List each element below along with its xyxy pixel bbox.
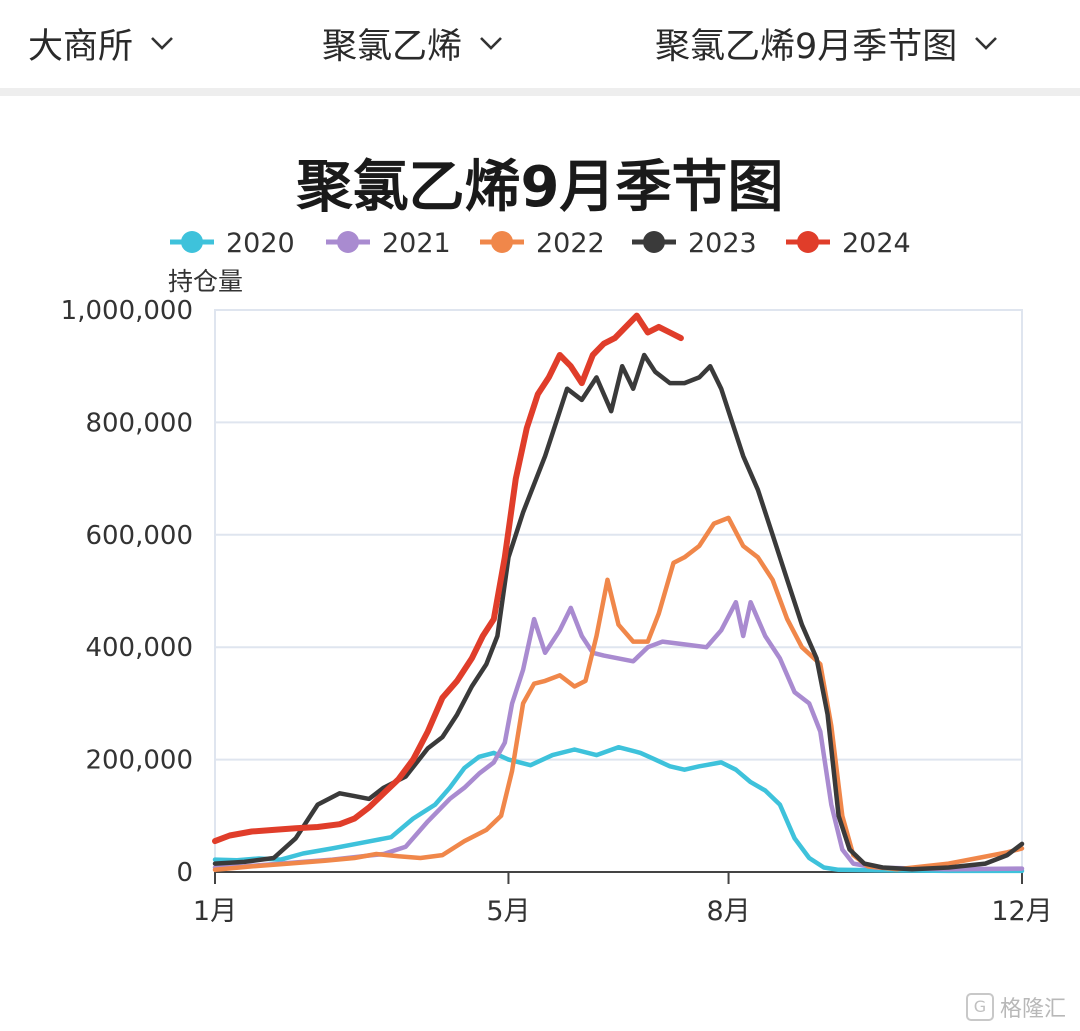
chart-type-dropdown-label: 聚氯乙烯9月季节图 (655, 26, 958, 67)
y-tick-label: 1,000,000 (61, 296, 193, 326)
y-axis-ticks: 0 200,000 400,000 600,000 800,000 1,000,000 (61, 296, 193, 888)
chart-type-dropdown[interactable]: 聚氯乙烯9月季节图 (655, 20, 1001, 67)
exchange-dropdown-label: 大商所 (28, 26, 134, 67)
series-line-2022 (212, 515, 1025, 873)
legend-swatch-dot (181, 231, 203, 253)
legend-item-2020[interactable]: 2020 (170, 228, 295, 259)
watermark-text: 格隆汇 (999, 997, 1066, 1022)
chart-series (212, 312, 1025, 874)
legend-item-2024[interactable]: 2024 (786, 228, 911, 259)
seasonal-line-chart: 聚氯乙烯9月季节图 2020 2021 2022 2023 2024 持仓量 0 200,… (61, 155, 1053, 927)
series-line-2023 (212, 352, 1025, 872)
chart-title: 聚氯乙烯9月季节图 (296, 155, 784, 220)
legend-label: 2024 (842, 228, 911, 259)
top-nav-bar: 大商所 聚氯乙烯 聚氯乙烯9月季节图 (0, 0, 1080, 88)
legend-swatch-dot (337, 231, 359, 253)
legend-label: 2020 (226, 228, 295, 259)
series-line-2020 (212, 744, 1025, 874)
watermark: G 格隆汇 (965, 991, 1066, 1023)
legend-swatch-dot (797, 231, 819, 253)
brand-logo-icon: G (965, 993, 994, 1021)
legend-label: 2023 (688, 228, 757, 259)
y-tick-label: 400,000 (85, 633, 193, 663)
legend-label: 2022 (536, 228, 605, 259)
legend-label: 2021 (382, 228, 451, 259)
x-tick-label: 8月 (706, 896, 750, 927)
series-line-2021 (212, 599, 1025, 872)
series-line-2024 (212, 312, 684, 845)
y-tick-label: 800,000 (85, 408, 193, 438)
x-axis-ticks: 1月 5月 8月 12月 (193, 872, 1053, 927)
plot-frame (214, 309, 1023, 873)
y-tick-label: 200,000 (85, 746, 193, 776)
chevron-down-icon (975, 37, 998, 50)
chart-legend: 2020 2021 2022 2023 2024 (170, 228, 911, 259)
x-tick-label: 5月 (486, 896, 530, 927)
chevron-down-icon (151, 37, 173, 50)
y-tick-label: 600,000 (85, 521, 193, 551)
product-dropdown[interactable]: 聚氯乙烯 (322, 20, 506, 67)
legend-item-2022[interactable]: 2022 (480, 228, 605, 259)
legend-item-2021[interactable]: 2021 (326, 228, 451, 259)
legend-swatch-dot (491, 231, 513, 253)
product-dropdown-label: 聚氯乙烯 (322, 26, 463, 67)
legend-item-2023[interactable]: 2023 (632, 228, 757, 259)
x-tick-label: 12月 (991, 896, 1052, 927)
chart-grid (214, 309, 1023, 873)
header-divider (0, 88, 1080, 96)
exchange-dropdown[interactable]: 大商所 (28, 20, 177, 67)
y-axis-label: 持仓量 (168, 267, 243, 296)
legend-swatch-dot (643, 231, 665, 253)
chevron-down-icon (480, 37, 502, 50)
x-tick-label: 1月 (193, 896, 237, 927)
y-tick-label: 0 (176, 858, 193, 888)
